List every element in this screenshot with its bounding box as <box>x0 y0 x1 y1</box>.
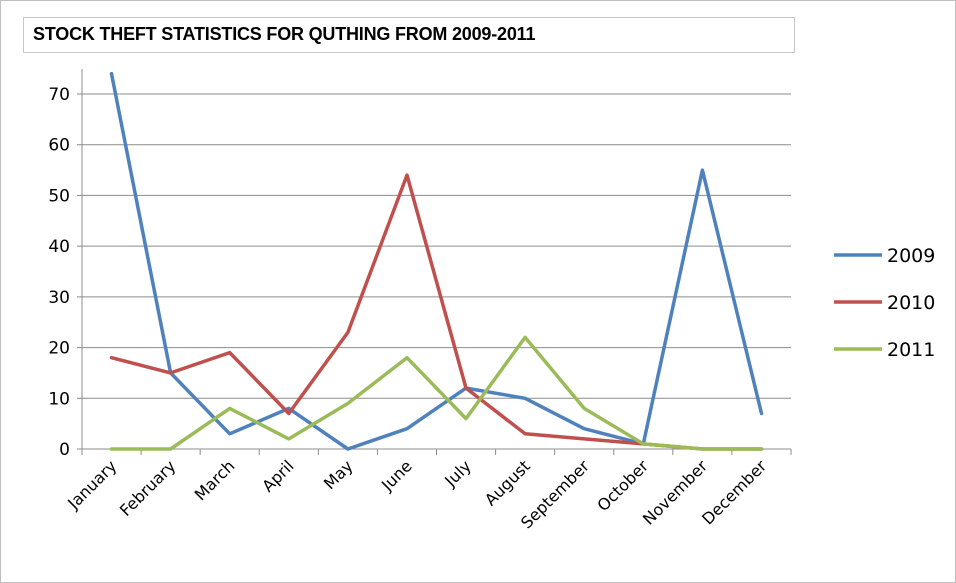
gridlines <box>82 93 791 399</box>
chart-title-box: STOCK THEFT STATISTICS FOR QUTHING FROM … <box>23 17 795 53</box>
y-tick-label: 60 <box>48 136 70 156</box>
y-tick-label: 40 <box>48 237 70 257</box>
y-tick-label: 10 <box>48 389 70 409</box>
y-tick-label: 20 <box>48 339 70 359</box>
legend-label-2011: 2011 <box>887 339 935 361</box>
y-tick-label: 70 <box>48 85 70 105</box>
x-tick-label: December <box>698 456 770 528</box>
series-lines <box>109 71 764 451</box>
x-tick-label: April <box>258 456 297 495</box>
x-tick-label: August <box>481 456 534 509</box>
x-tick-label: October <box>593 456 652 515</box>
series-line-2011 <box>109 335 764 451</box>
x-tick-label: June <box>377 456 416 495</box>
x-tick-label: July <box>440 456 474 490</box>
y-tick-labels: 0 10 20 30 40 50 60 70 <box>48 85 70 460</box>
legend: 2009 2010 2011 <box>834 245 935 361</box>
x-tick-label: February <box>116 456 180 520</box>
series-line-2009 <box>109 71 764 451</box>
legend-label-2009: 2009 <box>887 245 935 267</box>
legend-label-2010: 2010 <box>887 292 935 314</box>
y-tick-label: 50 <box>48 186 70 206</box>
x-tick-label: January <box>63 456 120 513</box>
axes <box>77 69 792 455</box>
y-tick-label: 30 <box>48 288 70 308</box>
y-tick-label: 0 <box>59 440 70 460</box>
x-tick-label: May <box>320 456 357 493</box>
chart-title: STOCK THEFT STATISTICS FOR QUTHING FROM … <box>33 24 536 44</box>
x-tick-label: March <box>191 456 239 504</box>
